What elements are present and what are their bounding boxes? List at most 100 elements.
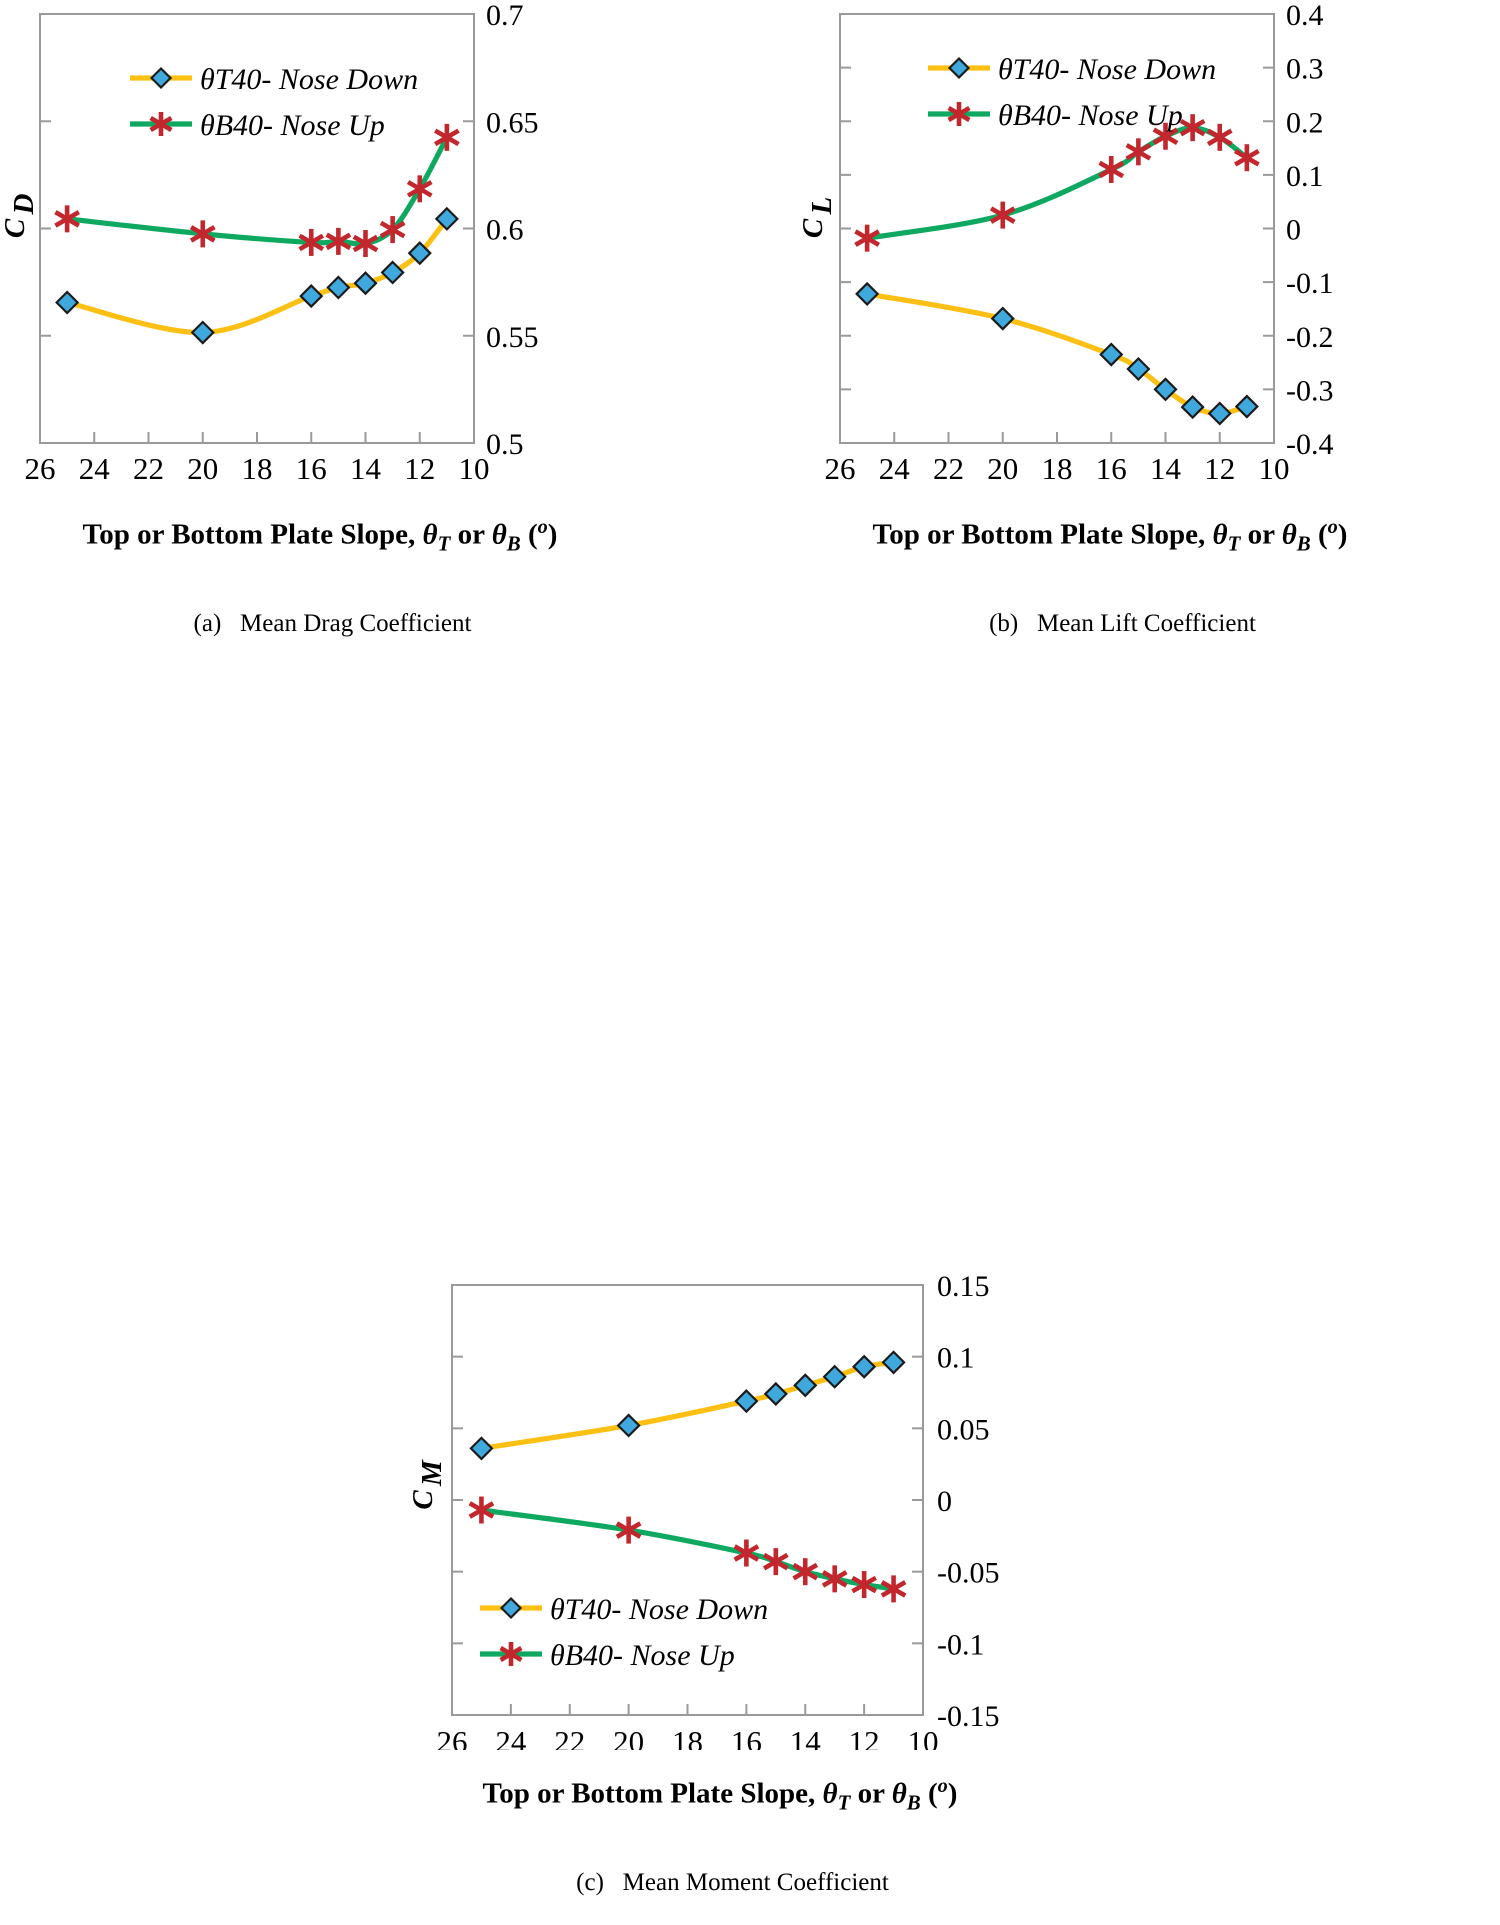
data-point-marker-diamond [1126, 356, 1151, 382]
y-axis-tick-label: 0.05 [937, 1413, 990, 1446]
chart-a-caption: (a) Mean Drag Coefficient [0, 582, 640, 666]
data-point-marker-asterisk [1152, 122, 1179, 150]
data-point-marker-asterisk [989, 201, 1016, 229]
x-axis-title-theta-t: θ [422, 518, 438, 551]
y-axis-tick-label: 0.2 [1286, 106, 1324, 139]
data-point-marker-diamond [734, 1389, 759, 1414]
chart-b-caption: (b) Mean Lift Coefficient [790, 582, 1430, 666]
data-point-marker-diamond [616, 1413, 641, 1438]
x-axis-tick-label: 18 [242, 451, 273, 486]
data-point-marker-diamond [499, 1596, 523, 1620]
x-axis-tick-label: 14 [350, 451, 382, 486]
data-point-marker-asterisk [1098, 156, 1125, 184]
chart-svg-c: -0.15 -0.1 -0.05 0 0.05 0.1 0.15 26 24 22 20 18 16 14… [407, 1270, 1000, 1750]
legend-marker-1 [947, 56, 971, 80]
chart-b-plot: -0.4 -0.3 -0.2 -0.1 0 0.1 0.2 0.3 0.4 26 24 22 20 18 1… [750, 0, 1500, 505]
x-axis-tick-label: 18 [672, 1724, 703, 1750]
y-axis-tick-label: 0.5 [486, 428, 524, 461]
y-axis-title-symbol: C [407, 1490, 439, 1510]
y-axis-tick-label: 0.6 [486, 214, 524, 247]
y-axis-tick-label: 0.65 [486, 106, 539, 139]
legend-label-2: θB40- Nose Up [550, 1639, 735, 1672]
y-axis-tick-label: 0.4 [1286, 0, 1324, 32]
chart-svg-a: 0.50.550.60.650.726 24 22 20 18 16 14 12 10CDθT4… [0, 0, 539, 486]
x-axis-tick-label: 10 [908, 1724, 939, 1750]
series-markers-1 [55, 206, 459, 345]
series-line-1 [864, 291, 1250, 417]
series-markers-2 [54, 123, 460, 258]
data-point-marker-asterisk [1234, 144, 1260, 172]
data-point-marker-diamond [149, 66, 173, 90]
x-axis-title-sub-t: T [1227, 531, 1241, 556]
data-point-marker-diamond [380, 260, 405, 285]
data-point-marker-diamond [1234, 394, 1259, 419]
y-axis-tick-label: 0.7 [486, 0, 524, 32]
legend-label-1: θT40- Nose Down [200, 63, 418, 96]
legend-label-2: θB40- Nose Up [200, 109, 385, 142]
chart-legend: θT40- Nose Down θB40- Nose Up [130, 63, 418, 142]
x-axis-title-theta-t: θ [822, 1777, 838, 1810]
chart-c-plot: -0.15 -0.1 -0.05 0 0.05 0.1 0.15 26 24 22 20 18 16 14… [380, 630, 1140, 1750]
x-axis-title-mid: or [1240, 518, 1282, 551]
y-axis-title: CL [797, 197, 838, 238]
x-axis-tick-label: 10 [1259, 451, 1290, 486]
y-axis-tick-label: -0.2 [1286, 321, 1334, 354]
data-point-marker-diamond [1207, 401, 1232, 426]
data-point-marker-diamond [1153, 377, 1178, 402]
x-axis-title-close: ) [1337, 518, 1348, 551]
x-axis-tick-label: 20 [613, 1724, 644, 1750]
x-axis-title-close: ) [947, 1777, 958, 1810]
data-point-marker-asterisk [325, 227, 352, 255]
chart-c-x-axis-title: Top or Bottom Plate Slope, θT or θB (o) [400, 1775, 1040, 1815]
chart-a-caption-label: (a) [193, 610, 222, 637]
data-point-marker-diamond [855, 281, 880, 306]
chart-legend: θT40- Nose Down θB40- Nose Up [928, 53, 1216, 132]
chart-c-caption-label: (c) [576, 1869, 604, 1896]
x-axis-title-theta-b: θ [1281, 518, 1297, 551]
y-axis-tick-label: 0.1 [937, 1342, 975, 1375]
legend-label-2: θB40- Nose Up [998, 99, 1183, 132]
data-point-marker-diamond [299, 284, 324, 309]
data-point-marker-asterisk [149, 112, 173, 136]
data-point-marker-diamond [947, 56, 971, 80]
x-axis-title-sub-t: T [837, 1790, 851, 1815]
y-axis-title-subscript: L [806, 197, 838, 216]
x-axis-title-degree: o [537, 516, 548, 538]
data-point-marker-diamond [353, 271, 378, 296]
x-axis-tick-label: 26 [825, 451, 856, 486]
y-axis-tick-label: -0.1 [1286, 267, 1334, 300]
x-axis-tick-label: 24 [79, 451, 111, 486]
x-axis-title-tail: ( [520, 518, 538, 551]
x-axis-title-theta-b: θ [491, 518, 507, 551]
series-line-2 [864, 125, 1250, 241]
x-axis-tick-label: 16 [296, 451, 327, 486]
x-axis-title-sub-b: B [506, 531, 521, 556]
x-axis-tick-label: 24 [495, 1724, 527, 1750]
chart-legend: θT40- Nose Down θB40- Nose Up [480, 1593, 768, 1672]
x-axis-tick-label: 12 [1204, 451, 1235, 486]
x-axis-title-lead: Top or Bottom Plate Slope, [482, 1777, 823, 1810]
x-axis-title-degree: o [1327, 516, 1338, 538]
y-axis-tick-label: -0.1 [937, 1628, 985, 1661]
data-point-marker-asterisk [1206, 123, 1233, 151]
y-axis-tick-label: -0.15 [937, 1700, 1000, 1733]
series-markers-1 [855, 281, 1259, 426]
data-point-marker-diamond [793, 1373, 818, 1398]
data-point-marker-diamond [852, 1354, 877, 1379]
y-axis-tick-label: 0.55 [486, 321, 539, 354]
data-point-marker-diamond [1180, 395, 1205, 420]
series-markers-2 [854, 114, 1260, 252]
data-point-marker-asterisk [1125, 138, 1152, 166]
y-axis-title: CM [407, 1459, 448, 1510]
x-axis-title-mid: or [850, 1777, 892, 1810]
panel-b-mean-lift-coefficient: -0.4 -0.3 -0.2 -0.1 0 0.1 0.2 0.3 0.4 26 24 22 20 18 1… [750, 0, 1500, 637]
x-axis-title-theta-b: θ [891, 1777, 907, 1810]
legend-label-1: θT40- Nose Down [998, 53, 1216, 86]
y-axis-tick-label: -0.4 [1286, 428, 1334, 461]
data-point-marker-diamond [434, 206, 459, 231]
x-axis-title-sub-b: B [906, 1790, 921, 1815]
data-point-marker-asterisk [379, 216, 406, 244]
data-point-marker-asterisk [1179, 114, 1206, 142]
y-axis-title: CD [0, 194, 40, 239]
chart-b-x-axis-title: Top or Bottom Plate Slope, θT or θB (o) [790, 516, 1430, 556]
